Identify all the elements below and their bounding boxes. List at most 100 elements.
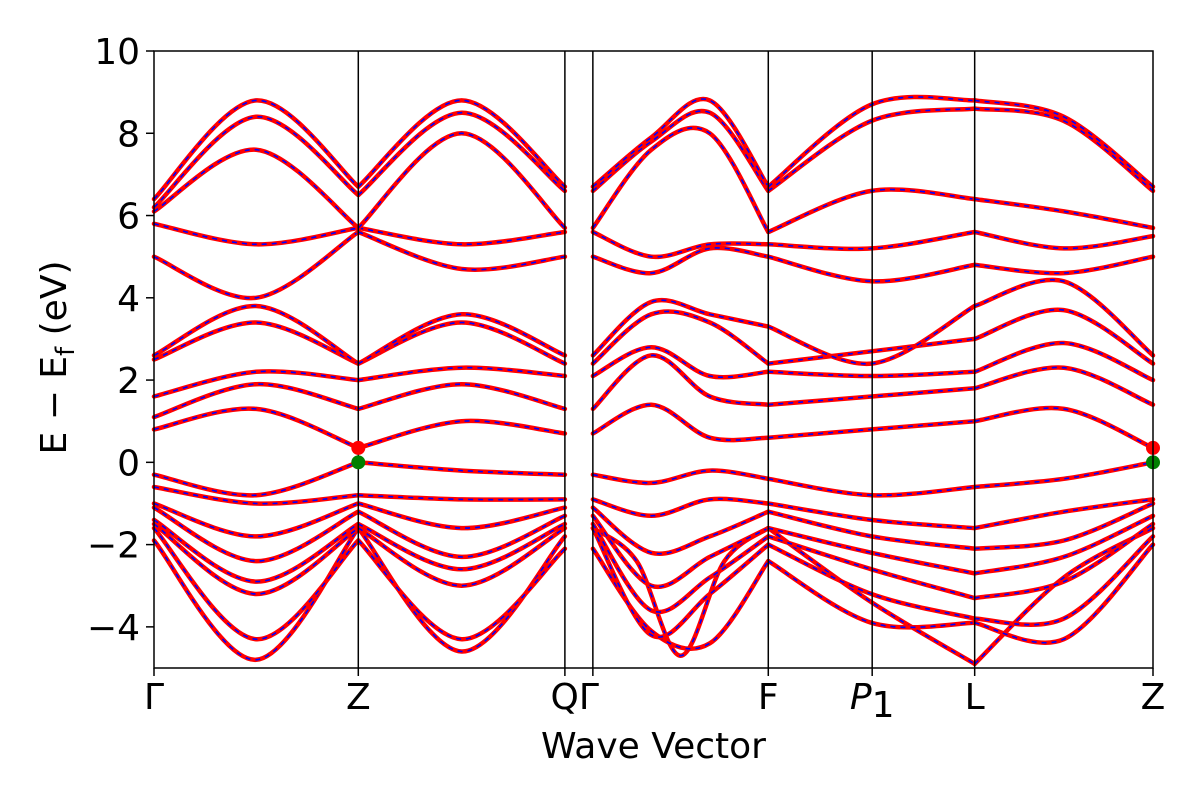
band-14-segment-3-dash <box>592 247 769 274</box>
band-3-segment-2 <box>356 525 568 588</box>
band-9-segment-3-dash <box>592 403 769 441</box>
x-tick-label: Z <box>1141 677 1166 718</box>
plot-frame <box>153 50 1154 669</box>
band-2-segment-3-dash <box>592 548 769 650</box>
y-ticks: −4 −2 0 2 4 6 8 10 <box>87 32 154 649</box>
band-13-segment-5-dash <box>974 279 1154 357</box>
band-12-segment-2-dash <box>358 321 566 365</box>
band-18-segment-5-dash <box>974 99 1154 188</box>
band-11-segment-2 <box>356 365 568 383</box>
band-4-segment-4-dash <box>768 535 975 599</box>
band-16-segment-5-dash <box>974 198 1154 229</box>
band-18-segment-3 <box>590 96 771 189</box>
band-12-segment-5-dash <box>974 308 1154 365</box>
band-16-segment-5 <box>972 196 1156 231</box>
band-1-segment-2-dash <box>357 527 566 653</box>
band-8-segment-2 <box>356 460 568 477</box>
band-12-segment-1-dash <box>153 321 359 365</box>
band-8-segment-5-dash <box>974 461 1154 488</box>
band-18-segment-1-dash <box>153 99 359 200</box>
band-9-segment-2 <box>356 418 568 451</box>
band-10-segment-3 <box>590 353 771 412</box>
band-15-segment-1 <box>151 221 361 247</box>
band-4-segment-5 <box>972 521 1156 601</box>
y-tick-label: 8 <box>117 114 140 155</box>
band-9-segment-5-dash <box>974 407 1154 449</box>
x-tick-label: P1 <box>850 677 895 726</box>
x-axis-label: Wave Vector <box>541 726 766 767</box>
x-tick-label: Q <box>551 677 579 718</box>
band-2-segment-2 <box>356 538 568 642</box>
band-14-segment-1-dash <box>153 231 359 299</box>
band-10-segment-3-dash <box>592 354 769 410</box>
band-14-segment-5 <box>972 254 1156 276</box>
band-6-segment-1-dash <box>153 502 359 538</box>
band-9-segment-1 <box>151 406 361 451</box>
band-4-segment-1-dash <box>153 519 359 583</box>
y-tick-label: 0 <box>117 443 140 484</box>
y-tick-label: 4 <box>117 279 140 320</box>
band-6-segment-5-dash <box>974 502 1154 550</box>
band-2-segment-3 <box>590 546 771 652</box>
y-tick-label: 2 <box>117 361 140 402</box>
band-13-segment-1 <box>151 303 361 366</box>
band-17-segment-5-dash <box>974 107 1154 192</box>
band-11-segment-5 <box>972 340 1156 383</box>
band-edge-marker-2 <box>351 440 366 455</box>
band-7-segment-1-dash <box>153 486 359 505</box>
band-14-segment-2-dash <box>358 231 565 271</box>
band-10-segment-1 <box>151 381 361 420</box>
band-13-segment-3-dash <box>592 299 769 356</box>
band-7-segment-3 <box>590 496 771 519</box>
band-7-segment-3-dash <box>592 498 769 517</box>
band-7-segment-2-dash <box>358 494 565 501</box>
band-15-segment-2-dash <box>358 227 565 246</box>
band-5-segment-3 <box>590 513 771 590</box>
band-15-segment-5 <box>972 229 1156 251</box>
band-8-segment-1 <box>151 460 361 498</box>
band-15-segment-1-dash <box>153 223 359 246</box>
band-5-segment-1-dash <box>153 506 359 562</box>
y-axis-label-main: E − E <box>34 356 75 455</box>
band-17-segment-1-dash <box>153 115 359 208</box>
band-18-segment-5 <box>972 98 1156 189</box>
y-tick-label: 10 <box>94 32 140 73</box>
band-4-segment-3-dash <box>592 523 769 613</box>
band-3-segment-3-dash <box>592 527 769 638</box>
band-15-segment-5-dash <box>974 231 1154 250</box>
band-10-segment-2-dash <box>358 383 566 410</box>
band-2-segment-1-dash <box>153 527 359 641</box>
band-5-segment-3-dash <box>592 515 769 588</box>
band-12-segment-3-dash <box>592 310 769 365</box>
band-11-segment-1-dash <box>153 370 359 398</box>
band-12-segment-5 <box>972 307 1156 366</box>
y-tick-label: −2 <box>87 526 140 567</box>
y-tick-label: −4 <box>87 608 140 649</box>
band-8-segment-3 <box>590 468 771 486</box>
x-tick-label: F <box>758 677 779 718</box>
band-5-segment-4-dash <box>768 527 975 575</box>
y-axis-label: E − Ef (eV) <box>34 260 81 454</box>
band-8-segment-5 <box>972 460 1156 490</box>
band-9-segment-2-dash <box>358 420 565 449</box>
band-2-segment-5-dash <box>974 544 1154 644</box>
band-13-segment-1-dash <box>153 305 359 365</box>
band-17-segment-2-dash <box>357 111 566 196</box>
band-4-segment-5-dash <box>974 523 1154 599</box>
band-14-segment-5-dash <box>974 255 1154 275</box>
band-edge-markers <box>351 440 1160 470</box>
y-axis-label-subscript: f <box>51 346 81 356</box>
band-11-segment-3-dash <box>592 346 769 378</box>
band-13-segment-3 <box>590 297 771 358</box>
x-tick-label: L <box>965 677 985 718</box>
band-15-segment-2 <box>356 225 568 247</box>
band-9-segment-1-dash <box>153 407 359 449</box>
band-10-segment-2 <box>356 381 568 412</box>
band-11-segment-2-dash <box>358 366 565 381</box>
band-5-segment-5-dash <box>974 515 1154 575</box>
band-16-segment-2-dash <box>357 132 566 229</box>
band-16-segment-2 <box>356 131 568 231</box>
band-3-segment-1-dash <box>153 523 359 595</box>
band-6-segment-2-dash <box>358 502 566 529</box>
